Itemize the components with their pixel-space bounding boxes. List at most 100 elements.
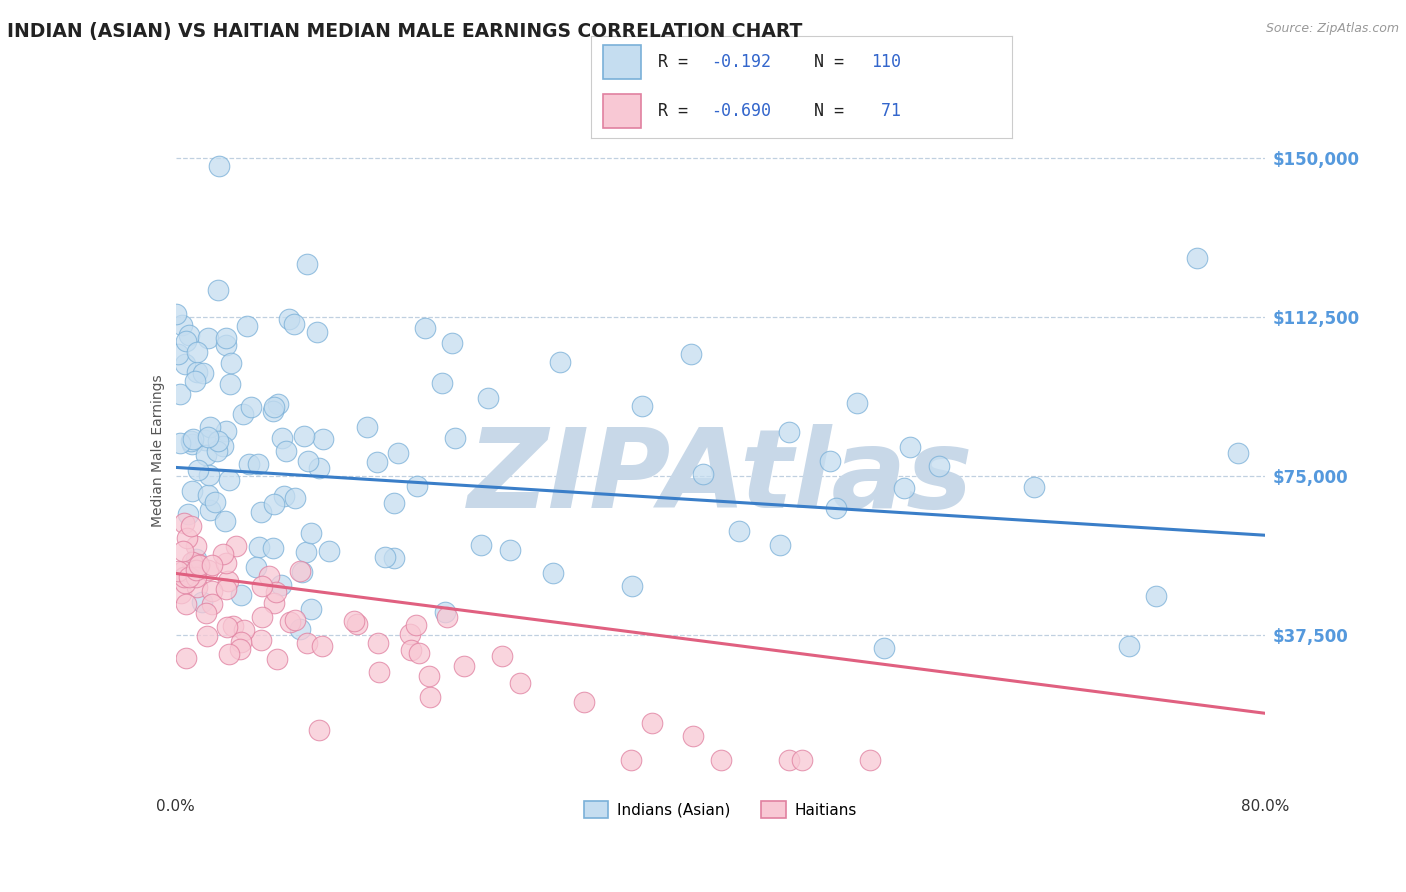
- Point: [195, 629, 218, 643]
- Point: [219, 356, 242, 370]
- Point: [169, 586, 191, 600]
- Point: [825, 500, 848, 515]
- Point: [173, 570, 195, 584]
- Point: [200, 503, 222, 517]
- Point: [250, 610, 273, 624]
- Point: [180, 483, 202, 498]
- Point: [893, 481, 915, 495]
- Point: [263, 596, 285, 610]
- Point: [818, 453, 841, 467]
- Point: [169, 387, 191, 401]
- Point: [263, 401, 285, 415]
- Point: [245, 560, 267, 574]
- Point: [366, 455, 388, 469]
- Point: [374, 550, 396, 565]
- Text: N =: N =: [814, 102, 853, 120]
- Point: [198, 467, 221, 482]
- Point: [263, 497, 285, 511]
- Point: [180, 518, 202, 533]
- Point: [215, 556, 238, 570]
- Point: [218, 647, 240, 661]
- Point: [187, 462, 209, 476]
- Point: [180, 434, 202, 449]
- Point: [184, 570, 207, 584]
- Point: [215, 582, 238, 597]
- Point: [186, 580, 208, 594]
- Point: [346, 616, 368, 631]
- Point: [367, 636, 389, 650]
- Point: [173, 516, 195, 530]
- Point: [177, 507, 200, 521]
- Point: [187, 558, 209, 572]
- Point: [295, 544, 318, 558]
- Point: [406, 479, 429, 493]
- Point: [184, 374, 207, 388]
- Text: 71: 71: [870, 102, 901, 120]
- Point: [620, 579, 643, 593]
- Point: [470, 538, 492, 552]
- Point: [679, 347, 702, 361]
- Point: [197, 429, 219, 443]
- Point: [222, 619, 245, 633]
- Point: [453, 658, 475, 673]
- Text: Source: ZipAtlas.com: Source: ZipAtlas.com: [1265, 22, 1399, 36]
- Point: [710, 753, 733, 767]
- Point: [201, 597, 224, 611]
- Point: [262, 541, 284, 556]
- Point: [270, 578, 292, 592]
- Point: [179, 328, 201, 343]
- Point: [382, 496, 405, 510]
- Point: [217, 574, 239, 588]
- Point: [283, 317, 305, 331]
- Text: -0.690: -0.690: [710, 102, 770, 120]
- Point: [311, 432, 333, 446]
- Point: [284, 491, 307, 506]
- Point: [194, 607, 217, 621]
- Point: [197, 563, 219, 577]
- Point: [1022, 480, 1045, 494]
- Point: [308, 460, 330, 475]
- Point: [250, 633, 273, 648]
- Point: [443, 431, 465, 445]
- Point: [207, 434, 229, 449]
- Point: [194, 449, 217, 463]
- Point: [208, 160, 231, 174]
- Point: [541, 566, 564, 580]
- Point: [240, 401, 263, 415]
- Point: [430, 376, 453, 391]
- Point: [405, 617, 427, 632]
- Point: [266, 652, 288, 666]
- Point: [172, 544, 194, 558]
- Point: [343, 614, 366, 628]
- Point: [291, 565, 314, 579]
- Point: [318, 544, 340, 558]
- Point: [197, 488, 219, 502]
- Point: [201, 584, 224, 599]
- Point: [215, 424, 238, 438]
- Point: [238, 458, 260, 472]
- Point: [928, 458, 950, 473]
- Point: [419, 690, 441, 704]
- Point: [167, 564, 190, 578]
- Point: [257, 568, 280, 582]
- Point: [434, 605, 457, 619]
- Point: [727, 524, 749, 538]
- Point: [212, 547, 235, 561]
- Point: [215, 338, 238, 352]
- Point: [295, 257, 318, 271]
- Point: [1118, 639, 1140, 653]
- Point: [186, 552, 208, 566]
- Point: [682, 729, 704, 743]
- Point: [384, 550, 406, 565]
- Point: [217, 619, 239, 633]
- Point: [174, 334, 197, 348]
- Point: [232, 407, 254, 421]
- Point: [299, 602, 322, 616]
- Point: [231, 588, 253, 602]
- Point: [200, 558, 222, 573]
- Point: [172, 318, 194, 332]
- Point: [436, 610, 458, 624]
- Point: [288, 564, 311, 578]
- Point: [184, 540, 207, 554]
- Point: [299, 526, 322, 541]
